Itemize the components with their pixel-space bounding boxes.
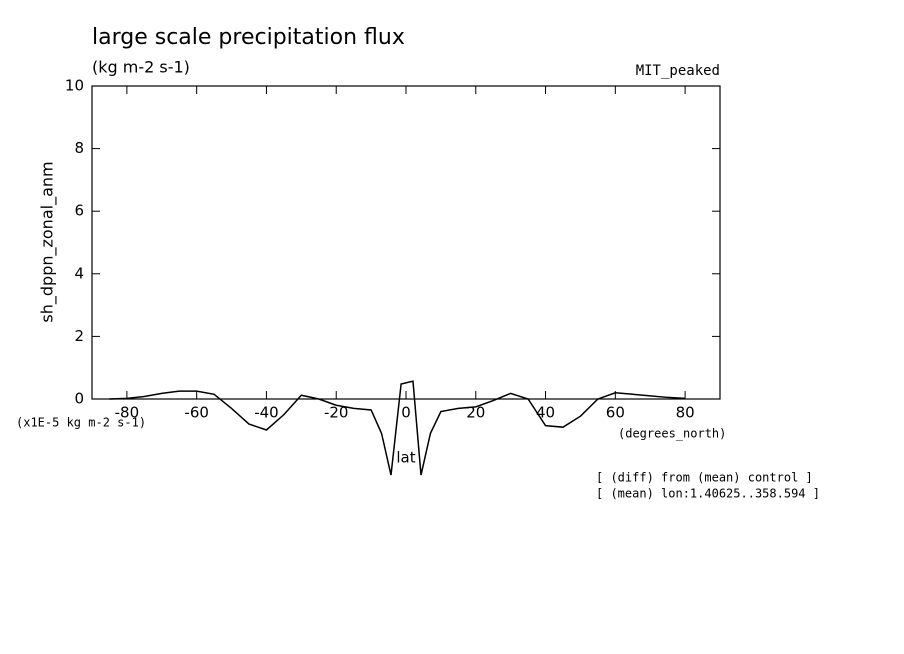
- x-axis-label: lat: [396, 449, 415, 467]
- data-line: [109, 380, 686, 476]
- y-axis-label: sh_dppn_zonal_anm: [38, 161, 58, 322]
- y-tick-label: 10: [65, 77, 84, 95]
- y-tick-label: 4: [74, 264, 84, 282]
- x-units: (degrees_north): [618, 427, 726, 441]
- x-tick-label: -20: [324, 404, 349, 422]
- x-tick-label: 60: [606, 404, 625, 422]
- y-tick-label: 6: [74, 202, 84, 220]
- x-tick-label: 0: [401, 404, 411, 422]
- y-tick-label: 2: [74, 327, 84, 345]
- x-tick-label: 40: [536, 404, 555, 422]
- x-tick-label: -40: [254, 404, 279, 422]
- corner-label: MIT_peaked: [636, 63, 720, 79]
- chart-title: large scale precipitation flux: [92, 25, 405, 50]
- x-tick-label: -60: [184, 404, 209, 422]
- x-tick-label: 80: [676, 404, 695, 422]
- plot-frame: [91, 85, 721, 400]
- note: [ (diff) from (mean) control ]: [596, 471, 813, 485]
- note: [ (mean) lon:1.40625..358.594 ]: [596, 487, 820, 501]
- x-tick-label: -80: [115, 404, 140, 422]
- chart-subtitle: (kg m-2 s-1): [92, 58, 190, 77]
- y-tick-label: 0: [74, 390, 84, 408]
- y-tick-label: 8: [74, 139, 84, 157]
- scale-label: (x1E-5 kg m-2 s-1): [16, 416, 146, 430]
